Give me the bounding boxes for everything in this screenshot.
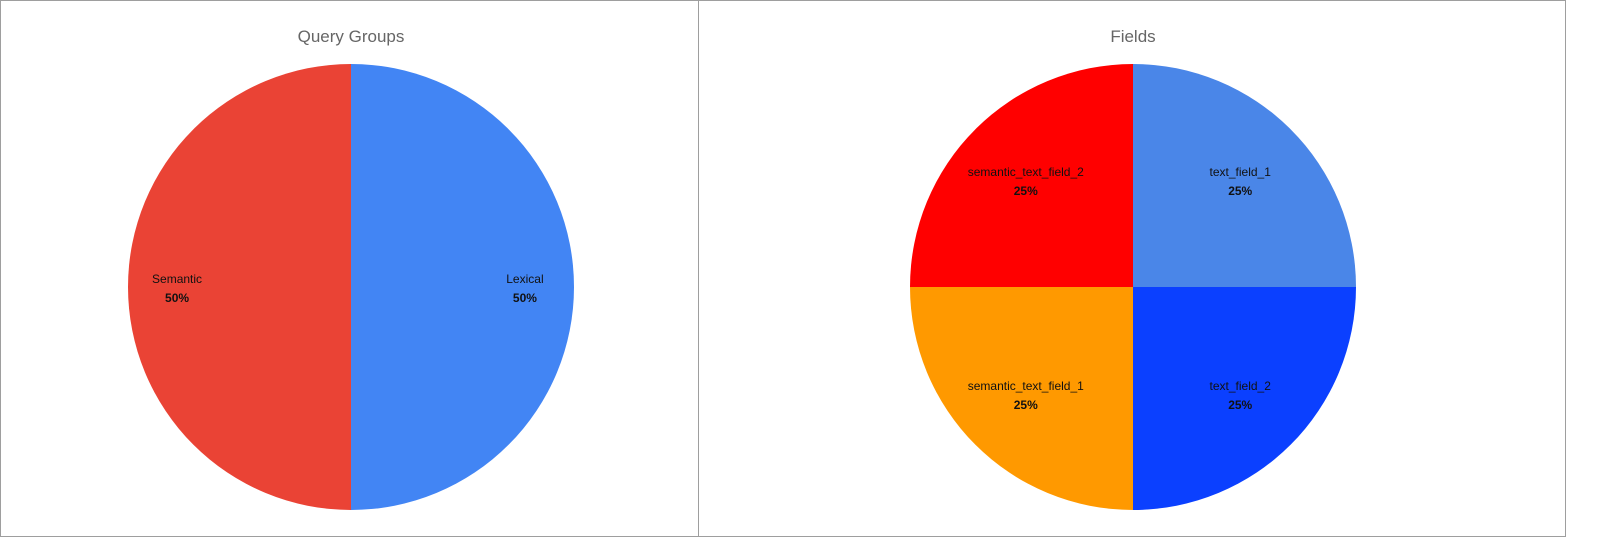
pie-chart-1: Fields text_field_1 25% text_field_2 25% sema… <box>910 27 1356 510</box>
pie-chart-0: Query Groups Lexical 50% Semantic 50% <box>128 27 574 510</box>
chart-frame <box>0 0 1566 537</box>
slice-label: semantic_text_field_2 <box>968 165 1084 179</box>
slice-percent: 50% <box>513 291 537 305</box>
pie-slice-text_field_1[interactable] <box>1133 64 1356 287</box>
slice-label: Lexical <box>506 272 543 286</box>
slice-percent: 25% <box>1228 398 1252 412</box>
slice-percent: 25% <box>1014 398 1038 412</box>
slice-label: text_field_2 <box>1210 379 1272 393</box>
slice-label: semantic_text_field_1 <box>968 379 1084 393</box>
slice-label: Semantic <box>152 272 202 286</box>
pie-slice-Lexical[interactable] <box>351 64 574 510</box>
pie-slice-semantic_text_field_2[interactable] <box>910 64 1133 287</box>
pie-slice-Semantic[interactable] <box>128 64 351 510</box>
chart-title: Fields <box>1110 27 1155 46</box>
slice-percent: 25% <box>1228 184 1252 198</box>
pie-slice-text_field_2[interactable] <box>1133 287 1356 510</box>
chart-title: Query Groups <box>298 27 405 46</box>
pie-slice-semantic_text_field_1[interactable] <box>910 287 1133 510</box>
slice-percent: 25% <box>1014 184 1038 198</box>
slice-percent: 50% <box>165 291 189 305</box>
slice-label: text_field_1 <box>1210 165 1272 179</box>
panel-divider <box>698 0 699 537</box>
